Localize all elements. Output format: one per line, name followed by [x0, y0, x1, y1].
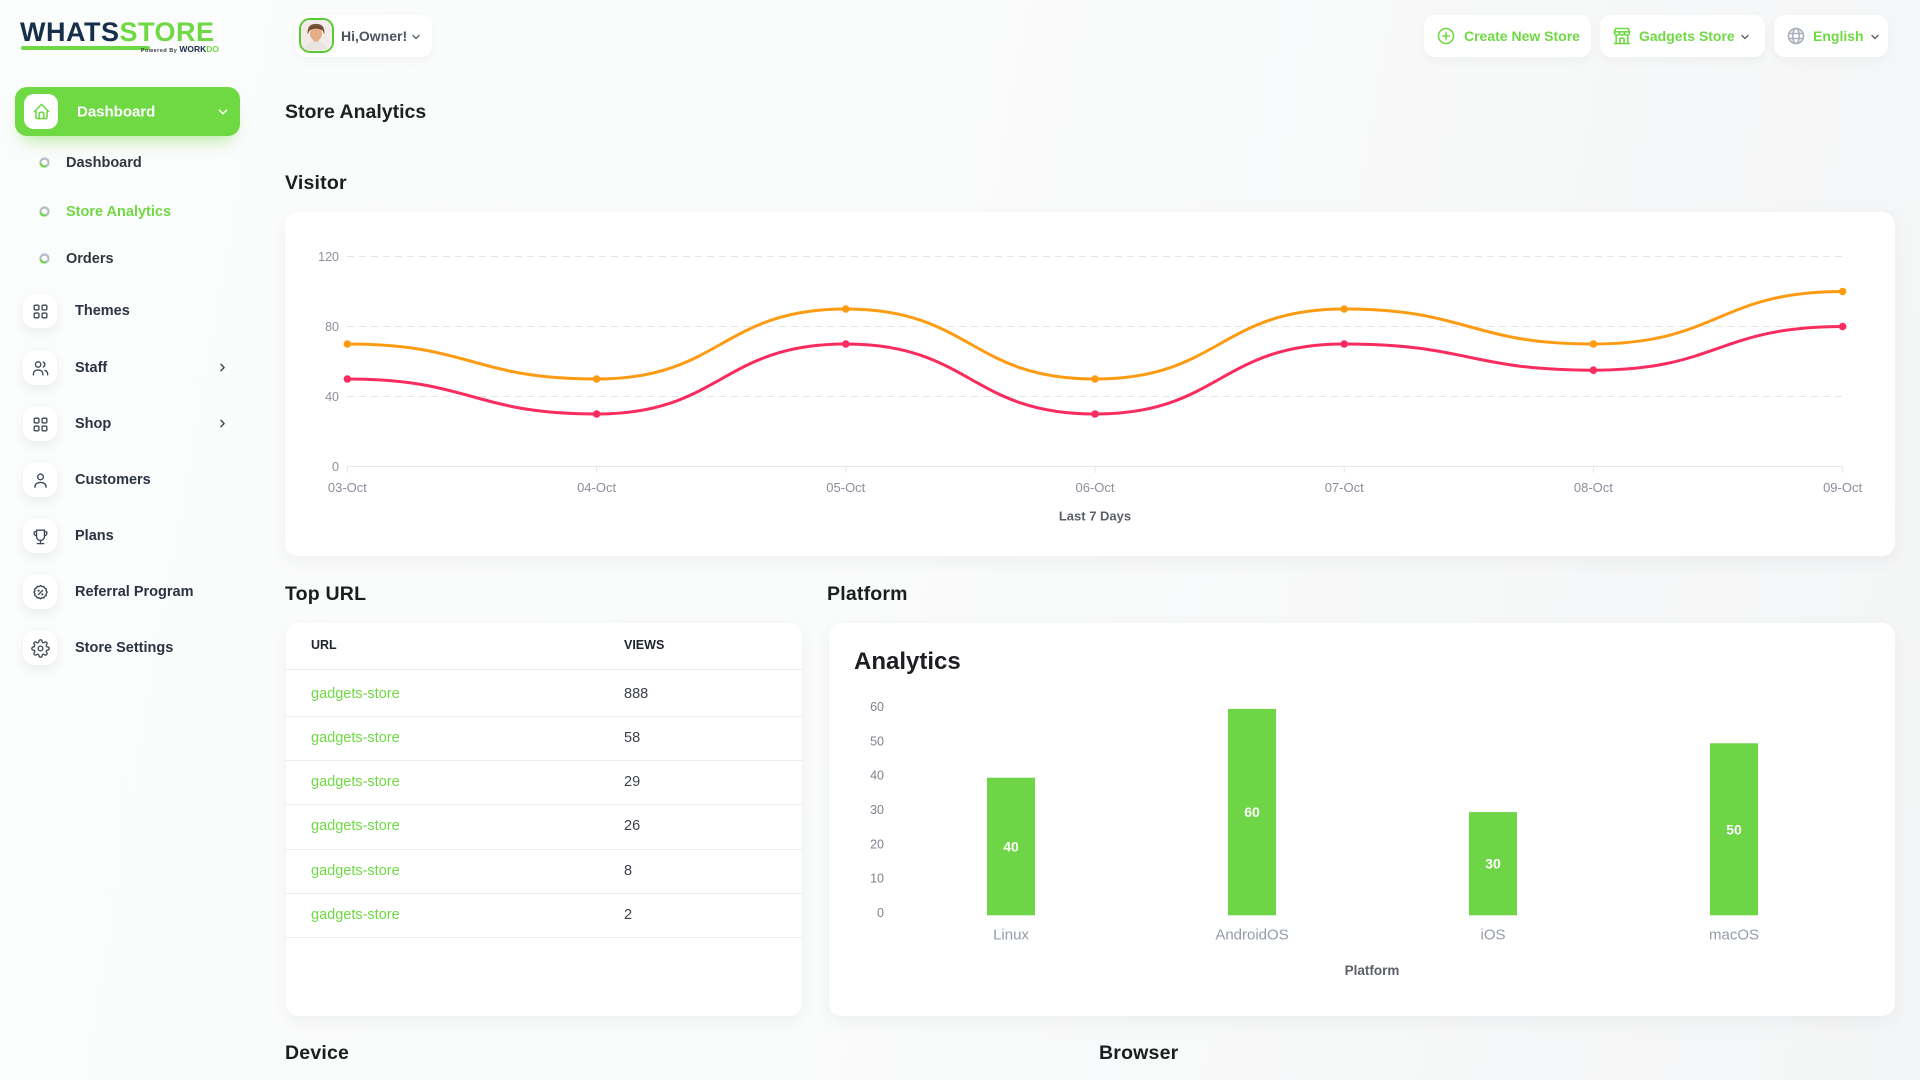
svg-text:macOS: macOS [1709, 927, 1759, 944]
svg-text:Last 7 Days: Last 7 Days [1059, 509, 1131, 524]
svg-text:50: 50 [1726, 821, 1742, 837]
svg-text:40: 40 [325, 390, 339, 404]
svg-text:07-Oct: 07-Oct [1325, 480, 1364, 495]
svg-text:03-Oct: 03-Oct [328, 480, 367, 495]
svg-text:04-Oct: 04-Oct [577, 480, 616, 495]
svg-text:40: 40 [870, 769, 884, 783]
svg-text:0: 0 [332, 460, 339, 474]
svg-text:60: 60 [870, 700, 884, 714]
svg-text:30: 30 [1485, 856, 1501, 872]
svg-text:05-Oct: 05-Oct [826, 480, 865, 495]
svg-text:08-Oct: 08-Oct [1574, 480, 1613, 495]
svg-text:iOS: iOS [1480, 927, 1505, 944]
svg-text:60: 60 [1244, 804, 1260, 820]
svg-text:80: 80 [325, 320, 339, 334]
svg-text:09-Oct: 09-Oct [1823, 480, 1862, 495]
svg-text:50: 50 [870, 734, 884, 748]
svg-text:AndroidOS: AndroidOS [1215, 927, 1288, 944]
svg-text:10: 10 [870, 872, 884, 886]
svg-text:0: 0 [877, 906, 884, 920]
svg-text:Platform: Platform [1345, 963, 1400, 978]
svg-text:Linux: Linux [993, 927, 1029, 944]
svg-text:06-Oct: 06-Oct [1075, 480, 1114, 495]
svg-text:120: 120 [318, 250, 339, 264]
svg-text:20: 20 [870, 837, 884, 851]
svg-text:40: 40 [1003, 839, 1019, 855]
svg-text:30: 30 [870, 803, 884, 817]
